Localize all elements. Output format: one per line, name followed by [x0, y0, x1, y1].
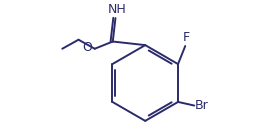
Text: NH: NH [108, 3, 127, 16]
Text: Br: Br [195, 99, 209, 112]
Text: F: F [183, 31, 190, 44]
Text: O: O [82, 41, 92, 54]
